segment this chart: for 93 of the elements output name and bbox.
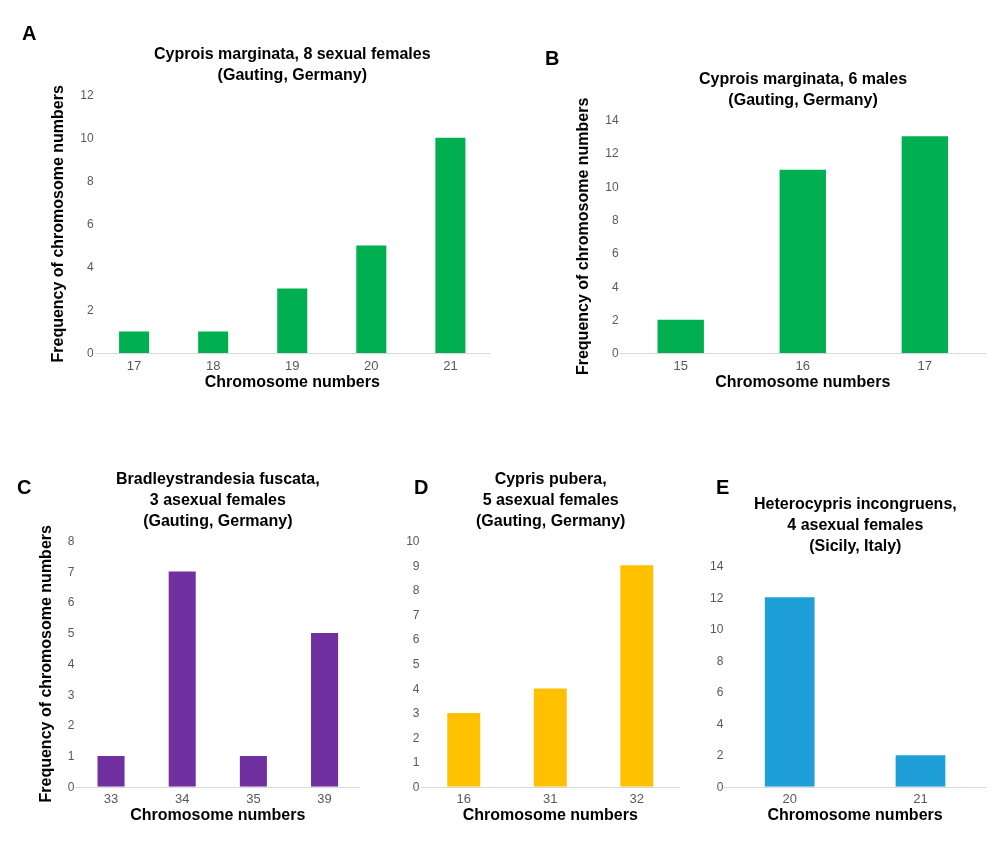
y-tick-label: 10 — [709, 622, 724, 637]
y-tick-label: 6 — [716, 685, 724, 700]
y-tick-label: 10 — [406, 533, 420, 548]
y-tick-label: 10 — [80, 130, 94, 145]
x-tick-label: 17 — [126, 357, 142, 373]
y-tick-label: 1 — [67, 749, 75, 764]
x-axis-title: Chromosome numbers — [204, 372, 380, 390]
x-tick-label: 35 — [246, 791, 261, 807]
text: E — [716, 476, 730, 498]
y-tick-label: 5 — [67, 626, 75, 641]
x-tick-label: 32 — [629, 791, 645, 807]
x-axis-title: Chromosome numbers — [715, 372, 891, 390]
y-tick-label: 7 — [412, 607, 420, 622]
x-axis-title: Chromosome numbers — [767, 806, 943, 824]
bar — [168, 571, 196, 787]
y-tick-label: 0 — [67, 779, 75, 794]
x-tick-label: 16 — [456, 791, 471, 807]
y-tick-label: 2 — [716, 748, 724, 763]
y-tick-label: 4 — [412, 681, 420, 696]
x-tick-label: 16 — [795, 357, 811, 373]
y-tick-label: 3 — [412, 706, 420, 721]
chart-title: Cyprois marginata, 8 sexual females (Gauting, Germany) — [154, 45, 431, 83]
y-tick-label: 8 — [412, 583, 420, 598]
y-tick-label: 6 — [67, 595, 75, 610]
y-tick-label: 6 — [412, 632, 420, 647]
y-tick-label: 8 — [716, 653, 724, 668]
x-tick-label: 20 — [782, 791, 797, 807]
y-tick-label: 4 — [716, 716, 724, 731]
y-tick-label: 6 — [612, 246, 620, 261]
bar — [620, 565, 654, 787]
bar — [447, 712, 481, 787]
chart-title: Bradleystrandesia fuscata, 3 asexual females (Gauting, Germany) — [116, 470, 320, 529]
y-axis-title: Frequency of chromosome numbers — [36, 524, 54, 803]
text: A — [22, 22, 37, 44]
y-tick-label: 8 — [612, 212, 620, 227]
bar — [356, 245, 387, 354]
bar — [657, 319, 704, 354]
x-axis-title: Chromosome numbers — [130, 806, 306, 824]
y-tick-label: 0 — [716, 779, 724, 794]
bar — [119, 331, 150, 354]
bar — [198, 331, 229, 354]
text: B — [545, 47, 560, 69]
y-tick-label: 2 — [67, 718, 75, 733]
y-tick-label: 5 — [412, 656, 420, 671]
bar — [435, 137, 466, 354]
x-tick-label: 17 — [917, 357, 933, 373]
bar — [277, 288, 308, 354]
bar — [97, 756, 125, 787]
y-tick-label: 8 — [86, 173, 94, 188]
text: C — [17, 476, 32, 498]
x-tick-label: 39 — [317, 791, 332, 807]
y-tick-label: 14 — [605, 112, 620, 127]
bar — [533, 688, 567, 787]
x-tick-label: 18 — [205, 357, 221, 373]
x-tick-label: 31 — [543, 791, 558, 807]
x-axis-title: Chromosome numbers — [462, 806, 638, 824]
y-tick-label: 14 — [709, 558, 724, 573]
chart-title: Cypris pubera, 5 asexual females (Gauting, Germany) — [476, 470, 626, 529]
y-tick-label: 10 — [605, 179, 620, 194]
bar — [311, 633, 339, 787]
chart-title: Heterocypris incongruens, 4 asexual females (Sicily, Italy) — [754, 495, 957, 554]
bar — [239, 756, 267, 787]
y-tick-label: 12 — [605, 146, 620, 161]
bar — [779, 169, 826, 354]
y-tick-label: 4 — [67, 656, 75, 671]
chart-title: Cyprois marginata, 6 males (Gauting, Germany) — [699, 70, 908, 108]
y-tick-label: 3 — [67, 687, 75, 702]
y-axis-title: Frequency of chromosome numbers — [574, 97, 592, 376]
x-tick-label: 34 — [174, 791, 190, 807]
y-tick-label: 6 — [86, 217, 94, 232]
y-tick-label: 12 — [80, 87, 94, 102]
x-tick-label: 15 — [673, 357, 688, 373]
y-tick-label: 9 — [412, 558, 420, 573]
x-tick-label: 20 — [364, 357, 379, 373]
y-tick-label: 7 — [67, 564, 75, 579]
y-tick-label: 0 — [412, 779, 420, 794]
y-axis-title: Frequency of chromosome numbers — [49, 85, 67, 363]
y-tick-label: 2 — [412, 730, 420, 745]
y-tick-label: 2 — [612, 312, 620, 327]
y-tick-label: 0 — [612, 346, 620, 361]
x-tick-label: 33 — [103, 791, 119, 807]
bar — [901, 136, 949, 354]
x-tick-label: 19 — [285, 357, 300, 373]
text: D — [414, 476, 429, 498]
y-tick-label: 2 — [86, 303, 94, 318]
y-tick-label: 8 — [67, 533, 75, 548]
y-tick-label: 4 — [86, 260, 94, 275]
y-tick-label: 1 — [412, 755, 420, 770]
x-tick-label: 21 — [443, 357, 458, 373]
y-tick-label: 0 — [86, 346, 94, 361]
x-tick-label: 21 — [913, 791, 928, 807]
y-tick-label: 12 — [709, 590, 724, 605]
y-tick-label: 4 — [612, 279, 620, 294]
